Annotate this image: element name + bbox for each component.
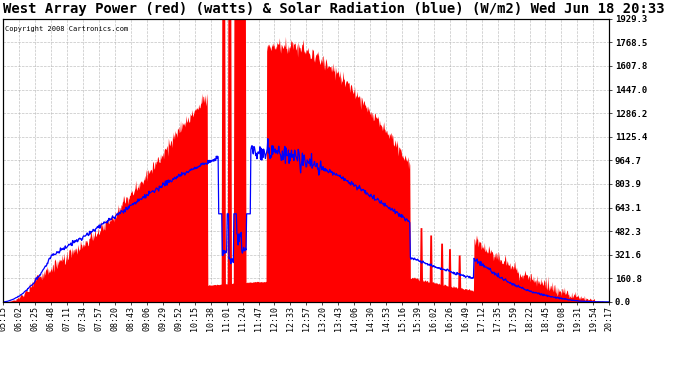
Text: West Array Power (red) (watts) & Solar Radiation (blue) (W/m2) Wed Jun 18 20:33: West Array Power (red) (watts) & Solar R… [3,2,665,16]
Text: Copyright 2008 Cartronics.com: Copyright 2008 Cartronics.com [5,26,128,32]
